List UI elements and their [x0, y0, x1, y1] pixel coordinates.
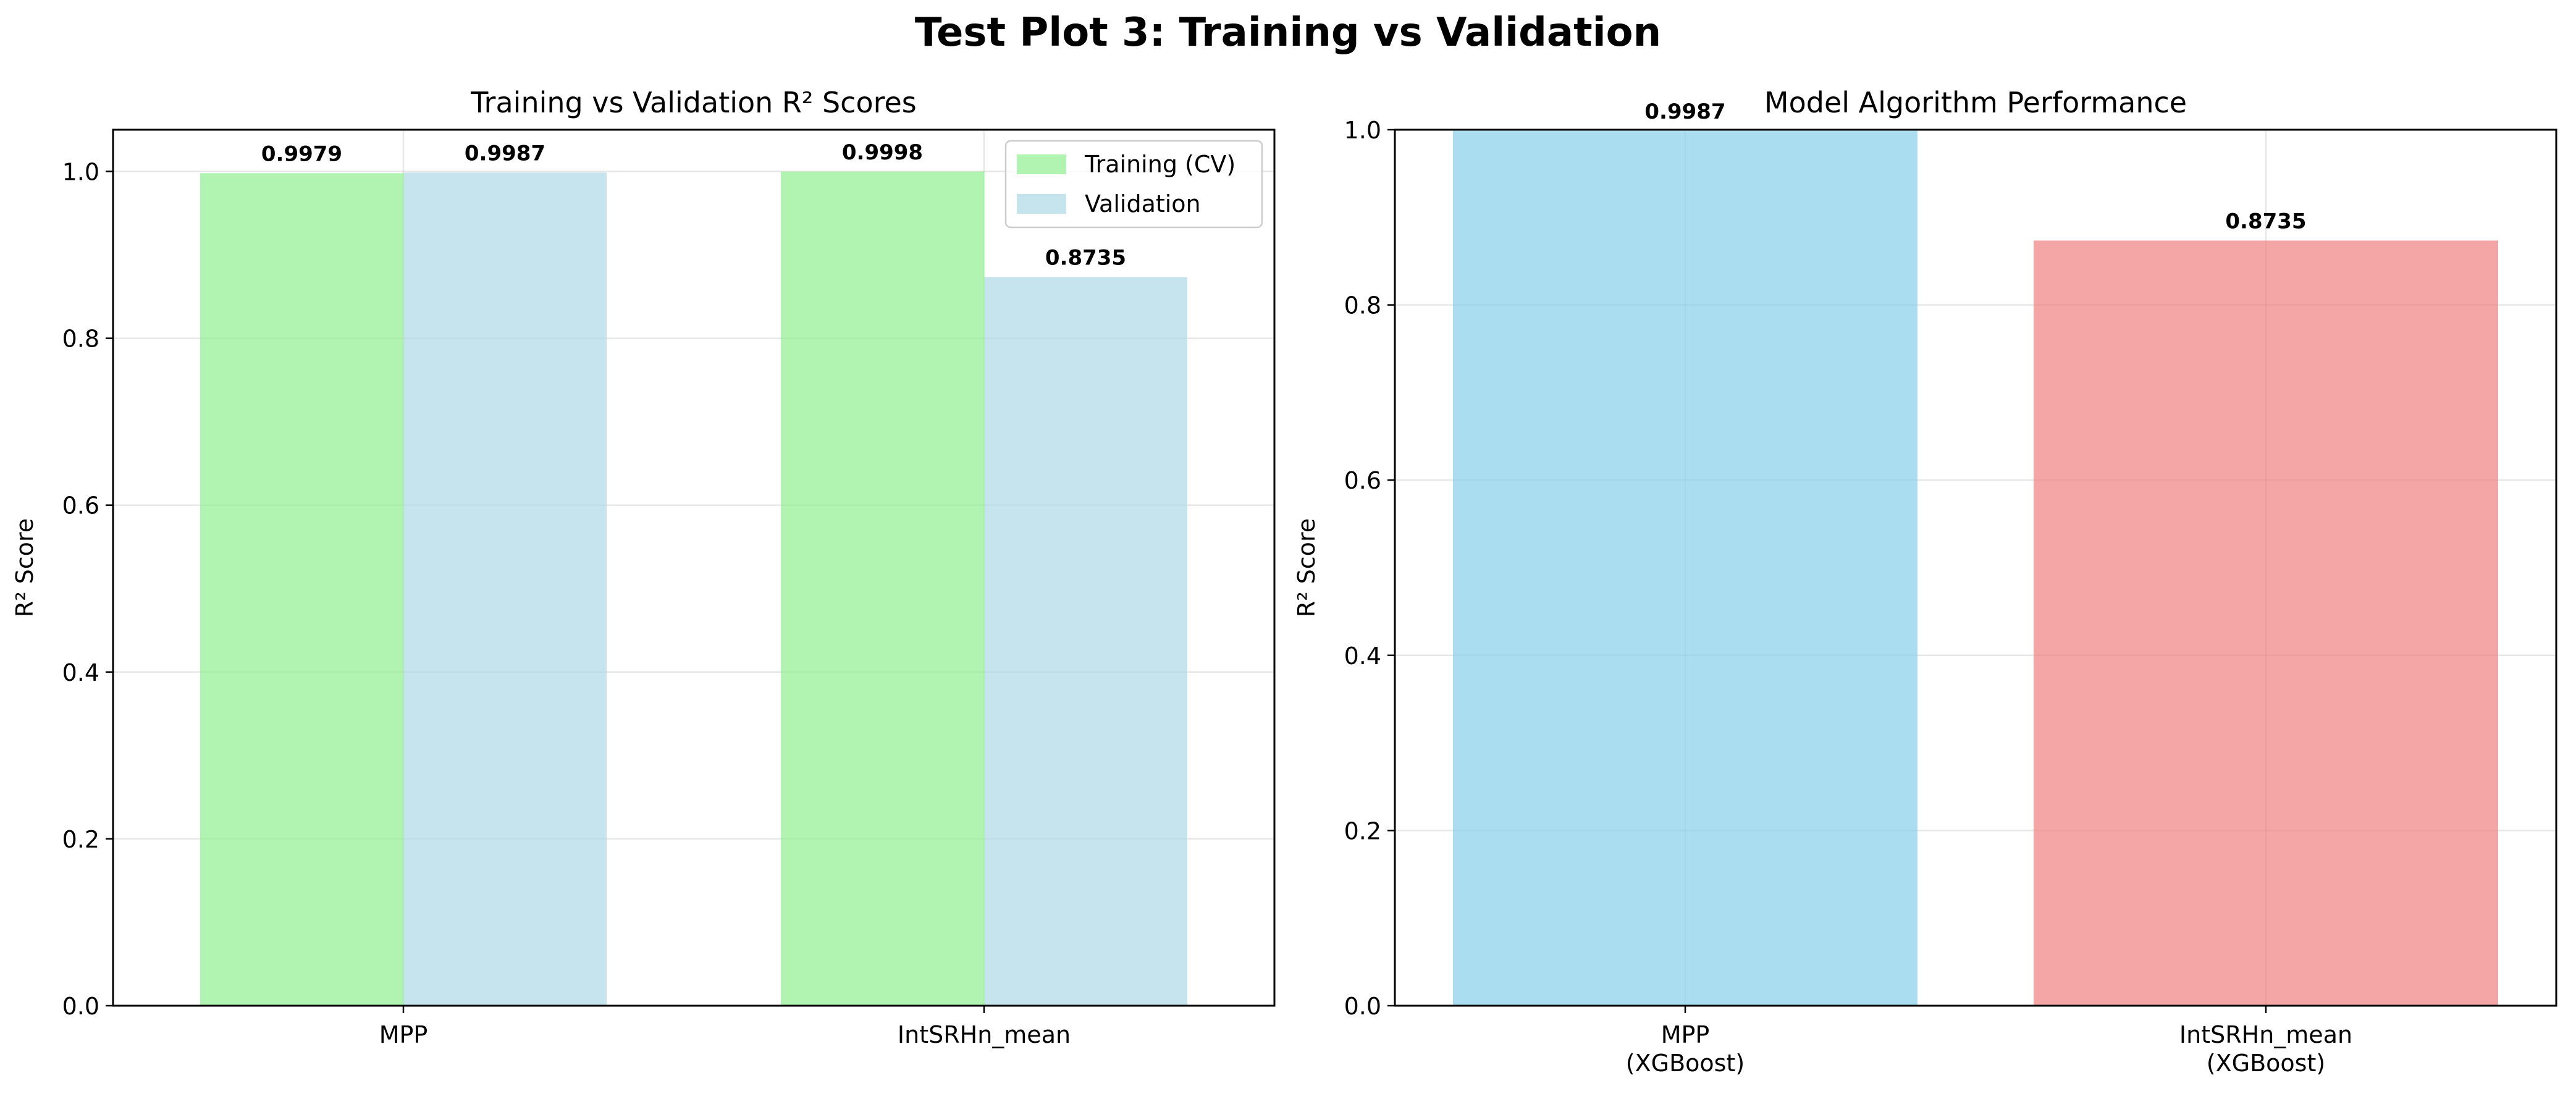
y-tick-label: 0.6	[1344, 467, 1381, 494]
bar-value-label: 0.9979	[261, 141, 342, 166]
y-tick-label: 0.8	[62, 326, 99, 353]
bar-validation	[984, 277, 1187, 1006]
bar	[1453, 130, 1917, 1006]
figure-title: Test Plot 3: Training vs Validation	[915, 10, 1661, 56]
bar-value-label: 0.9987	[1644, 99, 1725, 124]
bar	[2034, 240, 2498, 1006]
y-tick-label: 1.0	[1344, 117, 1381, 144]
y-tick-label: 1.0	[62, 159, 99, 186]
y-tick-label: 0.0	[62, 993, 99, 1020]
y-tick-label: 0.0	[1344, 993, 1381, 1020]
axes-frame	[1394, 128, 2557, 1007]
x-tick-label: IntSRHn_mean	[898, 1021, 1071, 1048]
legend-label: Validation	[1085, 190, 1201, 217]
bar-validation	[403, 172, 607, 1006]
y-tick-label: 0.2	[62, 826, 99, 853]
y-axis-label: R² Score	[11, 518, 38, 617]
bar-training-cv-	[200, 173, 403, 1006]
chart-model-algorithm-performance: 0.9987 0.8735 0.0 0.2 0.4 0.6 0.8 1.0 R² Score Mo…	[1293, 86, 2557, 1077]
x-tick-label: MPP	[379, 1021, 428, 1048]
y-axis-label: R² Score	[1293, 518, 1320, 617]
x-tick-label: MPP	[1661, 1021, 1710, 1048]
chart-train-vs-validation: 0.9979 0.9998 0.9987 0.8735 0.0 0.2 0.4 0.6 0.8 1…	[11, 86, 1276, 1048]
x-tick-label: IntSRHn_mean	[2179, 1021, 2352, 1048]
legend-swatch	[1017, 194, 1066, 214]
bar-value-label: 0.9998	[842, 140, 923, 165]
legend-label: Training (CV)	[1084, 151, 1235, 178]
axes-frame	[112, 128, 1276, 1007]
y-tick-label: 0.4	[1344, 642, 1381, 670]
bar-training-cv-	[781, 171, 984, 1006]
y-tick-label: 0.8	[1344, 292, 1381, 319]
legend-swatch	[1017, 154, 1066, 174]
x-tick-label: (XGBoost)	[2207, 1050, 2325, 1077]
bar-value-label: 0.8735	[1045, 245, 1126, 270]
bar-value-label: 0.8735	[2225, 209, 2306, 234]
y-tick-label: 0.6	[62, 492, 99, 520]
x-tick-label: (XGBoost)	[1626, 1050, 1745, 1077]
legend	[1004, 140, 1263, 229]
chart-title: Model Algorithm Performance	[1764, 86, 2187, 119]
bar-value-label: 0.9987	[465, 141, 545, 166]
y-tick-label: 0.2	[1344, 817, 1381, 844]
chart-title: Training vs Validation R² Scores	[470, 86, 917, 119]
y-tick-label: 0.4	[62, 659, 99, 686]
